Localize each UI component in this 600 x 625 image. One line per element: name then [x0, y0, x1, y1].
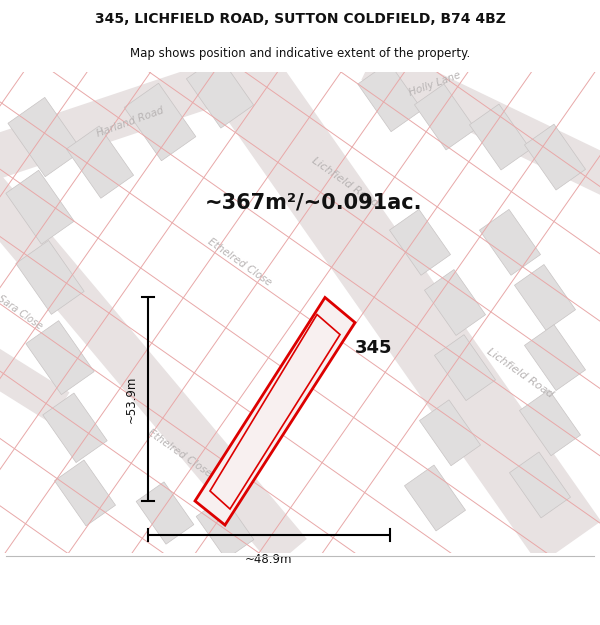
Polygon shape — [195, 298, 355, 525]
Polygon shape — [389, 209, 451, 275]
Polygon shape — [55, 460, 116, 526]
Text: Map shows position and indicative extent of the property.: Map shows position and indicative extent… — [130, 48, 470, 61]
Polygon shape — [0, 158, 307, 568]
Polygon shape — [415, 84, 476, 150]
Text: Harland Road: Harland Road — [95, 105, 165, 139]
Text: 345, LICHFIELD ROAD, SUTTON COLDFIELD, B74 4BZ: 345, LICHFIELD ROAD, SUTTON COLDFIELD, B… — [95, 12, 505, 26]
Polygon shape — [124, 83, 196, 161]
Polygon shape — [524, 324, 586, 391]
Polygon shape — [514, 264, 575, 331]
Text: Holly Lane: Holly Lane — [408, 70, 462, 98]
Polygon shape — [8, 98, 82, 177]
Polygon shape — [6, 170, 74, 244]
Text: Ethelred Close: Ethelred Close — [206, 237, 274, 288]
Polygon shape — [424, 269, 485, 336]
Polygon shape — [479, 209, 541, 275]
Text: ~367m²/~0.091ac.: ~367m²/~0.091ac. — [205, 192, 422, 213]
Polygon shape — [358, 62, 422, 132]
Text: Lichfield Road: Lichfield Road — [485, 346, 555, 399]
Text: 345: 345 — [355, 339, 392, 357]
Text: Sara Close: Sara Close — [0, 294, 44, 331]
Polygon shape — [196, 497, 254, 559]
Polygon shape — [209, 50, 600, 565]
Polygon shape — [520, 390, 581, 456]
Polygon shape — [524, 124, 586, 190]
Polygon shape — [0, 41, 287, 183]
Text: ~48.9m: ~48.9m — [245, 553, 293, 566]
Polygon shape — [26, 321, 94, 394]
Polygon shape — [0, 342, 70, 423]
Polygon shape — [136, 482, 194, 544]
Polygon shape — [361, 44, 600, 200]
Polygon shape — [469, 104, 530, 170]
Polygon shape — [434, 335, 496, 401]
Polygon shape — [419, 400, 481, 466]
Polygon shape — [16, 241, 84, 314]
Polygon shape — [509, 452, 571, 518]
Polygon shape — [404, 465, 466, 531]
Polygon shape — [187, 56, 254, 128]
Text: Lichfield Road: Lichfield Road — [310, 156, 380, 209]
Polygon shape — [67, 126, 134, 198]
Polygon shape — [43, 393, 107, 462]
Text: Ethelred Close: Ethelred Close — [146, 428, 214, 479]
Text: ~53.9m: ~53.9m — [125, 376, 138, 423]
